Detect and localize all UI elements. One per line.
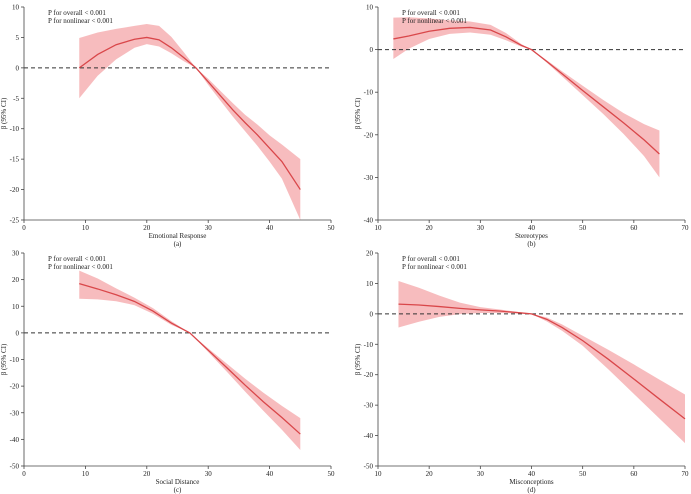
y-tick-label: 10 [366,4,374,12]
x-tick-label: 50 [579,224,587,232]
y-tick-label: 10 [366,280,374,288]
x-tick-label: 0 [22,224,26,232]
panel-caption: (a) [174,240,182,248]
x-tick-label: 10 [82,224,90,232]
chart-panel-4: 10 20 30 40 50 60 70 -50 -40 -30 -20 -10 0 10 20 Miscon… [354,250,689,494]
x-tick-label: 30 [205,224,213,232]
y-tick-label: 0 [370,46,374,54]
y-axis-label: β (95% CI) [0,343,8,375]
x-tick-label: 10 [375,470,383,478]
y-tick-label: 20 [366,250,374,258]
y-tick-label: 20 [12,276,20,284]
p-value-annotation: P for nonlinear < 0.001 [48,17,113,25]
y-tick-label: -30 [364,402,374,410]
confidence-band [79,24,301,220]
chart-panel-1: 0 10 20 30 40 50 -25 -20 -15 -10 -5 0 5 10 Emotional R… [0,4,335,249]
x-tick-label: 30 [477,224,485,232]
y-tick-label: -15 [10,156,20,164]
panel-caption: (d) [527,486,536,494]
y-tick-label: -30 [10,409,20,417]
x-tick-label: 40 [266,224,274,232]
x-axis-label: Misconceptions [509,478,554,486]
y-tick-label: -10 [10,356,20,364]
y-tick-label: -20 [364,371,374,379]
estimate-line [78,36,301,190]
p-value-annotation: P for overall < 0.001 [48,255,106,263]
p-value-annotation: P for nonlinear < 0.001 [402,263,467,271]
x-tick-label: 60 [630,470,638,478]
y-tick-label: 30 [12,250,20,258]
x-axis-label: Emotional Response [149,232,207,240]
y-tick-label: -20 [364,131,374,139]
confidence-band [79,270,301,451]
y-tick-label: 10 [12,4,20,12]
x-tick-label: 30 [477,470,485,478]
x-tick-label: 40 [528,470,536,478]
y-axis-label: β (95% CI) [0,97,8,129]
p-value-annotation: P for overall < 0.001 [402,9,460,17]
x-tick-label: 20 [143,470,151,478]
panel-caption: (c) [174,486,182,494]
x-tick-label: 10 [82,470,90,478]
x-tick-label: 50 [328,470,336,478]
x-tick-label: 70 [682,470,690,478]
y-tick-label: -40 [10,436,20,444]
x-tick-label: 20 [426,224,434,232]
y-tick-label: -10 [364,341,374,349]
panel-caption: (b) [527,240,536,248]
y-tick-label: -40 [364,432,374,440]
x-tick-label: 20 [143,224,151,232]
confidence-band [393,17,660,178]
confidence-band [398,280,685,444]
y-axis-label: β (95% CI) [354,97,362,129]
y-tick-label: -25 [10,217,20,225]
x-tick-label: 40 [528,224,536,232]
x-tick-label: 0 [22,470,26,478]
y-tick-label: 5 [16,34,20,42]
y-tick-label: -20 [10,186,20,194]
x-axis-label: Social Distance [156,478,200,486]
x-axis-label: Stereotypes [515,232,548,240]
y-tick-label: 0 [16,329,20,337]
x-tick-label: 50 [579,470,587,478]
x-tick-label: 10 [375,224,383,232]
y-tick-label: -30 [364,174,374,182]
y-tick-label: -20 [10,383,20,391]
x-tick-label: 40 [266,470,274,478]
x-tick-label: 20 [426,470,434,478]
p-value-annotation: P for nonlinear < 0.001 [402,17,467,25]
p-value-annotation: P for nonlinear < 0.001 [48,263,113,271]
x-tick-label: 70 [682,224,690,232]
estimate-line [393,26,660,155]
p-value-annotation: P for overall < 0.001 [48,9,106,17]
y-tick-label: -40 [364,217,374,225]
y-tick-label: 0 [16,64,20,72]
y-axis-label: β (95% CI) [354,343,362,375]
y-tick-label: 10 [12,303,20,311]
y-tick-label: -5 [13,95,19,103]
y-tick-label: -50 [10,463,20,471]
y-tick-label: -10 [364,89,374,97]
x-tick-label: 60 [630,224,638,232]
estimate-line [79,282,301,435]
estimate-line [398,303,686,420]
y-tick-label: -10 [10,125,20,133]
x-tick-label: 50 [328,224,336,232]
y-tick-label: -50 [364,463,374,471]
chart-panel-2: 10 20 30 40 50 60 70 -40 -30 -20 -10 0 10 Stereotypes… [354,4,689,249]
p-value-annotation: P for overall < 0.001 [402,255,460,263]
y-tick-label: 0 [370,310,374,318]
x-tick-label: 30 [205,470,213,478]
chart-panel-3: 0 10 20 30 40 50 -50 -40 -30 -20 -10 0 10 20 30 Social … [0,250,335,494]
